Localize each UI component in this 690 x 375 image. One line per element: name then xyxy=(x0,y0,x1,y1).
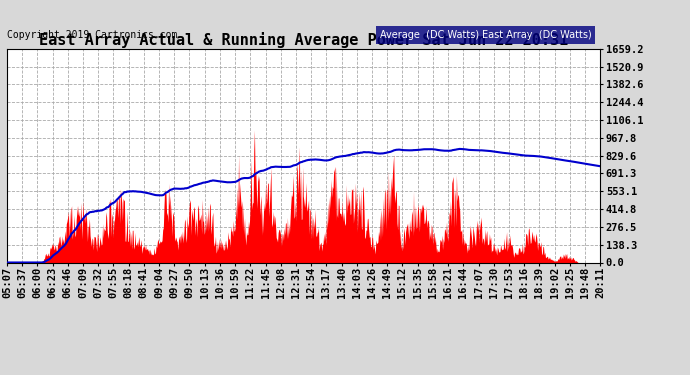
Title: East Array Actual & Running Average Power Sat Jun 22 20:31: East Array Actual & Running Average Powe… xyxy=(39,32,569,48)
Text: Copyright 2019 Cartronics.com: Copyright 2019 Cartronics.com xyxy=(7,30,177,40)
Legend: Average  (DC Watts), East Array  (DC Watts): Average (DC Watts), East Array (DC Watts… xyxy=(376,26,595,44)
